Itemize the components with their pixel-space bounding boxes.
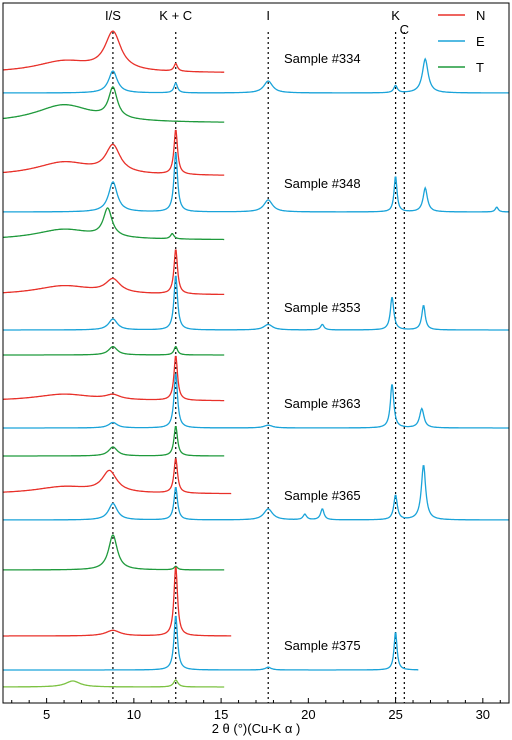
trace-t375 [3,679,225,688]
plot-frame [2,2,510,704]
trace-n [2,129,225,176]
trace-t [2,86,225,123]
sample-label: Sample #365 [284,488,361,503]
peak-marker-label: I [266,8,270,23]
legend: N E T [438,8,485,75]
x-axis-ticks: 5 10 15 20 25 30 [11,698,501,722]
sample-label: Sample #334 [284,51,361,66]
peak-marker-lines [112,32,405,703]
sample-label: Sample #353 [284,300,361,315]
x-tick-label: 5 [43,707,50,722]
x-tick-label: 30 [476,707,490,722]
trace-e [3,615,419,671]
trace-t [3,207,225,241]
legend-label-t: T [476,60,484,75]
trace-t [3,345,225,356]
sample-label: Sample #363 [284,396,361,411]
trace-n [3,355,225,402]
trace-n [3,249,225,296]
peak-label-group: I/S K + C I KC [105,8,409,37]
trace-e [3,465,509,521]
sample-label-group: Sample #334 Sample #348 Sample #353 Sample … [284,51,361,653]
peak-marker-label: C [400,22,409,37]
trace-n [3,30,225,73]
trace-n [3,567,232,637]
trace-t [3,534,225,571]
trace-e [3,275,509,331]
trace-n [3,458,232,495]
trace-e [3,57,509,94]
peak-marker-label: I/S [105,8,121,23]
x-tick-label: 20 [301,707,315,722]
sample-label: Sample #375 [284,638,361,653]
x-tick-label: 25 [388,707,402,722]
trace-e [3,373,509,429]
trace-t [3,426,225,457]
legend-label-e: E [476,34,485,49]
trace-group [2,30,510,688]
sample-label: Sample #348 [284,176,361,191]
x-axis-title: 2 θ (°)(Cu-K α ) [212,721,301,736]
peak-marker-label: K [391,8,400,23]
x-tick-label: 15 [214,707,228,722]
x-tick-label: 10 [127,707,141,722]
legend-label-n: N [476,8,485,23]
peak-marker-label: K + C [159,8,192,23]
trace-e [3,152,510,213]
